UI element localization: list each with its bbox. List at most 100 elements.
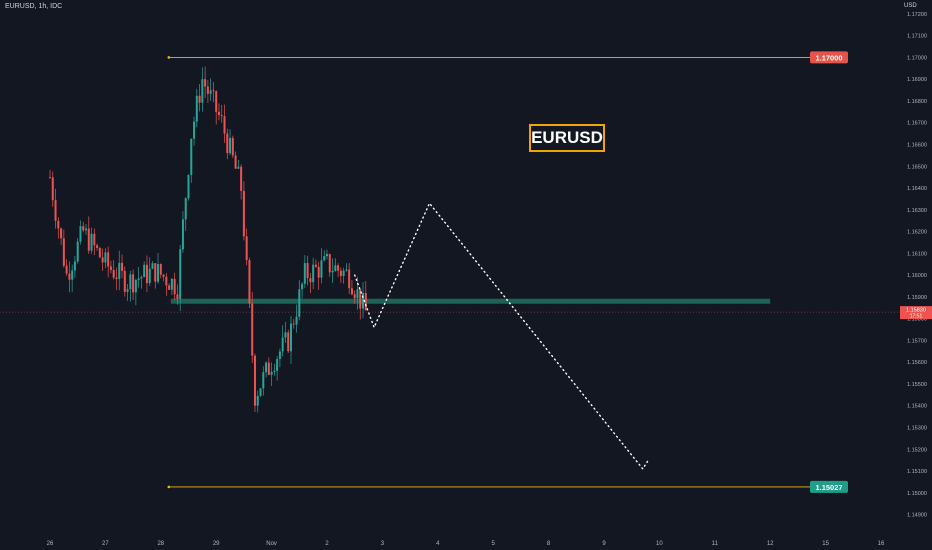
candle-body (323, 256, 326, 261)
candle-body (251, 303, 254, 356)
candle-body (240, 166, 243, 191)
candle-body (121, 262, 124, 271)
candle-body (60, 228, 63, 239)
price-tick-label: 1.17200 (907, 12, 927, 18)
candle-body (96, 245, 99, 248)
time-tick-label: 8 (547, 541, 551, 547)
candle-body (270, 371, 273, 375)
price-tick-label: 1.15200 (907, 447, 927, 453)
candle-body (162, 274, 165, 277)
time-tick-label: 26 (47, 541, 54, 547)
time-tick-label: 10 (656, 541, 663, 547)
candle-body (62, 238, 65, 266)
price-tick-label: 1.17000 (907, 55, 927, 61)
candle-body (79, 226, 82, 242)
candle-body (212, 90, 215, 92)
candle-body (173, 278, 176, 295)
price-tick-label: 1.16400 (907, 186, 927, 192)
candle-body (115, 277, 118, 279)
candle-body (237, 166, 240, 169)
price-tick-label: 1.15000 (907, 491, 927, 497)
candle-body (51, 177, 54, 201)
price-tick-label: 1.15500 (907, 382, 927, 388)
time-tick-label: Nov (266, 541, 277, 547)
candle-body (132, 274, 135, 293)
candle-body (292, 323, 295, 325)
price-tick-label: 1.17100 (907, 34, 927, 40)
annotation-title: EURUSD (529, 124, 605, 152)
price-tick-label: 1.15100 (907, 469, 927, 475)
candle-body (109, 266, 112, 270)
candle-body (328, 254, 331, 273)
candle-body (143, 264, 146, 278)
candle-body (190, 138, 193, 175)
price-tick-label: 1.15400 (907, 404, 927, 410)
time-tick-label: 29 (213, 541, 220, 547)
candle-body (151, 263, 154, 269)
candle-body (82, 226, 85, 231)
price-tick-label: 1.16300 (907, 208, 927, 214)
time-tick-label: 11 (712, 541, 719, 547)
candle-body (262, 372, 265, 389)
level-anchor (167, 485, 171, 489)
time-axis[interactable]: 26 27 28 29 Nov 2 3 4 5 8 9 10 11 12 15 16 (0, 535, 900, 550)
candle-body (68, 273, 71, 280)
candle-body (206, 86, 209, 94)
price-tick-label: 1.16200 (907, 230, 927, 236)
price-axis[interactable]: 1.17200 1.17100 1.17000 1.16900 1.16800 1.167… (900, 0, 932, 550)
candle-body (312, 264, 315, 283)
candle-body (359, 289, 362, 309)
candle-body (273, 370, 276, 372)
candle-body (181, 219, 184, 250)
time-tick-label: 12 (767, 541, 774, 547)
candle-body (242, 190, 245, 237)
candle-body (148, 268, 151, 284)
candle-body (259, 388, 262, 396)
candle-body (295, 316, 298, 325)
candle-body (49, 177, 51, 178)
time-tick-label: 2 (325, 541, 329, 547)
level-badge (810, 480, 848, 493)
time-tick-label: 3 (381, 541, 385, 547)
candle-body (87, 228, 90, 251)
price-chart[interactable]: 1.17000 1.15027 (0, 0, 900, 535)
candle-body (364, 293, 367, 311)
candle-body (284, 332, 287, 338)
candle-body (234, 155, 237, 169)
candle-body (217, 111, 220, 116)
candle-body (339, 270, 342, 277)
candle-body (350, 288, 353, 295)
time-tick-label: 27 (102, 541, 109, 547)
time-tick-label: 15 (822, 541, 829, 547)
candle-body (231, 137, 234, 156)
time-tick-label: 16 (878, 541, 885, 547)
price-tick-label: 1.16900 (907, 77, 927, 83)
candle-body (334, 265, 337, 271)
candle-body (337, 265, 340, 271)
candle-body (281, 337, 284, 352)
time-tick-label: 28 (157, 541, 164, 547)
candle-body (298, 289, 301, 317)
price-tick-label: 1.16600 (907, 143, 927, 149)
projection-path (354, 201, 650, 471)
candle-body (134, 279, 137, 293)
candle-body (107, 252, 110, 267)
candle-body (73, 261, 76, 271)
current-price-tag (900, 306, 932, 320)
candle-body (309, 278, 312, 283)
candle-body (220, 115, 223, 117)
price-tick-label: 1.16500 (907, 164, 927, 170)
candle-body (362, 293, 365, 309)
candle-body (276, 358, 279, 371)
candle-body (226, 133, 229, 154)
candle-body (184, 198, 187, 220)
candle-body (198, 95, 201, 103)
candle-body (256, 395, 259, 406)
candle-body (165, 276, 168, 286)
price-tick-label: 1.16800 (907, 99, 927, 105)
candle-body (248, 260, 251, 304)
candle-body (112, 269, 115, 278)
candle-body (195, 95, 198, 122)
candle-body (57, 220, 60, 229)
candle-body (159, 264, 162, 275)
